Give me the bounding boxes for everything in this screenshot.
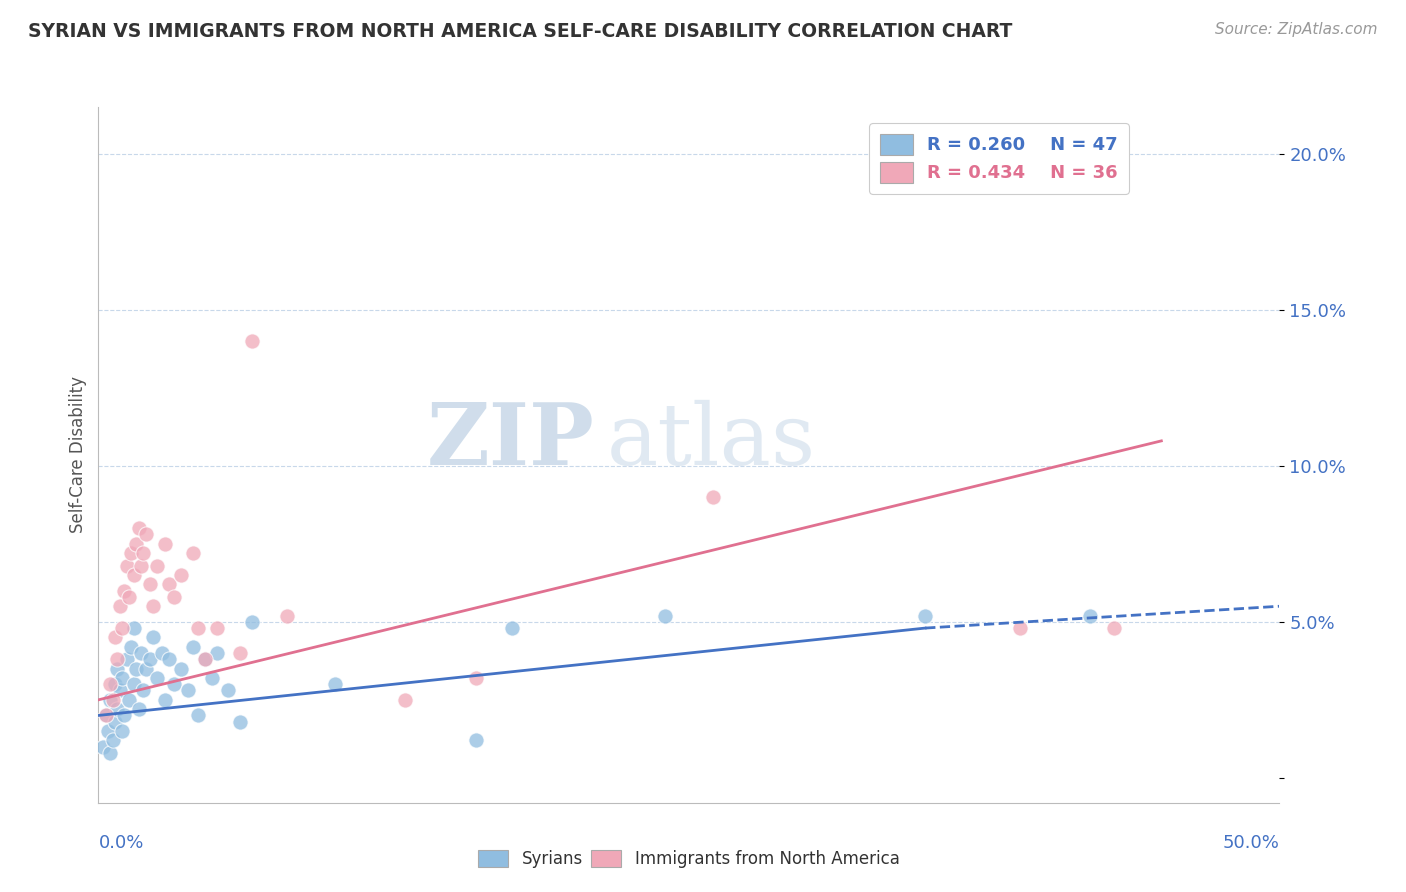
Point <box>702 490 724 504</box>
Point <box>1102 621 1125 635</box>
Point <box>181 546 204 560</box>
Point <box>132 683 155 698</box>
Point <box>108 683 131 698</box>
Point <box>91 739 114 754</box>
Point <box>121 640 143 654</box>
Point <box>229 646 252 660</box>
Point <box>157 577 180 591</box>
Point <box>97 724 120 739</box>
Text: atlas: atlas <box>606 400 815 483</box>
Point <box>128 702 150 716</box>
Point <box>98 693 121 707</box>
Point <box>142 631 165 645</box>
Point <box>101 733 124 747</box>
Point <box>128 521 150 535</box>
Point <box>121 546 143 560</box>
Point <box>129 646 152 660</box>
Point <box>105 662 128 676</box>
Point <box>654 608 676 623</box>
Point <box>118 693 141 707</box>
Point <box>104 714 127 729</box>
Point <box>94 708 117 723</box>
Point <box>112 708 135 723</box>
Point <box>205 646 228 660</box>
Point <box>98 677 121 691</box>
Text: ZIP: ZIP <box>426 399 595 483</box>
Point <box>276 608 298 623</box>
Point <box>394 693 416 707</box>
Point <box>115 558 138 573</box>
Point <box>135 527 157 541</box>
Point <box>104 631 127 645</box>
Point <box>139 652 162 666</box>
Point <box>125 537 148 551</box>
Point <box>323 677 346 691</box>
Point <box>914 608 936 623</box>
Point <box>129 558 152 573</box>
Point <box>101 693 124 707</box>
Point <box>142 599 165 614</box>
Point <box>118 590 141 604</box>
Point <box>181 640 204 654</box>
Point <box>194 652 217 666</box>
Point <box>240 615 263 629</box>
Point <box>1008 621 1031 635</box>
Point <box>170 662 193 676</box>
Point <box>108 599 131 614</box>
Legend: Syrians, Immigrants from North America: Syrians, Immigrants from North America <box>471 843 907 875</box>
Point <box>132 546 155 560</box>
Point <box>105 652 128 666</box>
Point <box>465 733 488 747</box>
Point <box>205 621 228 635</box>
Point <box>163 590 186 604</box>
Point <box>111 621 134 635</box>
Point <box>201 671 224 685</box>
Text: Source: ZipAtlas.com: Source: ZipAtlas.com <box>1215 22 1378 37</box>
Point <box>125 662 148 676</box>
Point <box>122 677 145 691</box>
Point <box>1080 608 1102 623</box>
Y-axis label: Self-Care Disability: Self-Care Disability <box>69 376 87 533</box>
Point <box>111 671 134 685</box>
Point <box>135 662 157 676</box>
Point <box>153 537 176 551</box>
Point <box>217 683 239 698</box>
Point <box>98 746 121 760</box>
Point <box>163 677 186 691</box>
Text: SYRIAN VS IMMIGRANTS FROM NORTH AMERICA SELF-CARE DISABILITY CORRELATION CHART: SYRIAN VS IMMIGRANTS FROM NORTH AMERICA … <box>28 22 1012 41</box>
Point <box>153 693 176 707</box>
Point <box>177 683 200 698</box>
Point <box>150 646 173 660</box>
Point <box>139 577 162 591</box>
Point <box>111 724 134 739</box>
Text: 50.0%: 50.0% <box>1223 834 1279 852</box>
Point <box>194 652 217 666</box>
Point <box>170 568 193 582</box>
Text: 0.0%: 0.0% <box>98 834 143 852</box>
Point <box>501 621 523 635</box>
Point <box>115 652 138 666</box>
Point <box>240 334 263 348</box>
Point <box>122 621 145 635</box>
Point <box>104 677 127 691</box>
Point <box>122 568 145 582</box>
Point <box>146 558 169 573</box>
Point <box>112 583 135 598</box>
Point <box>187 621 209 635</box>
Point <box>229 714 252 729</box>
Point <box>94 708 117 723</box>
Point <box>146 671 169 685</box>
Point <box>465 671 488 685</box>
Point <box>105 702 128 716</box>
Point <box>157 652 180 666</box>
Legend: R = 0.260    N = 47, R = 0.434    N = 36: R = 0.260 N = 47, R = 0.434 N = 36 <box>869 123 1129 194</box>
Point <box>187 708 209 723</box>
